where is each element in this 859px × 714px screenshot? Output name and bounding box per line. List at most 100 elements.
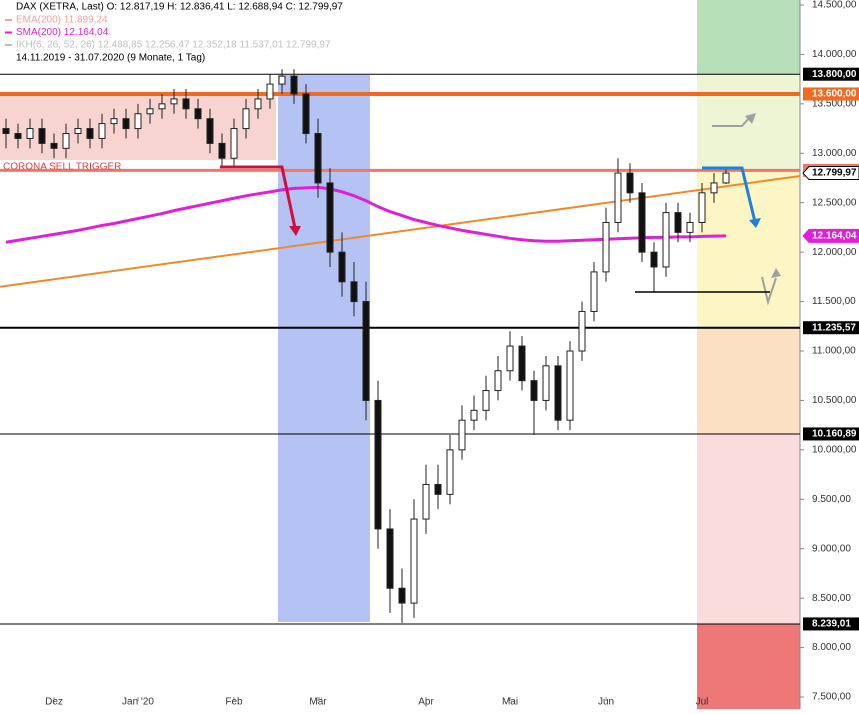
- x-tick-label: Jun: [598, 697, 614, 708]
- candle-body: [158, 103, 166, 110]
- candle-body: [218, 142, 226, 159]
- zone: [697, 74, 800, 170]
- arrow-head: [745, 113, 756, 124]
- candle-body: [722, 172, 730, 184]
- candle-body: [290, 75, 298, 95]
- candle-body: [698, 192, 706, 223]
- candle-body: [374, 399, 382, 530]
- y-tick-label: 8.500,00: [812, 593, 851, 604]
- x-tick-label: Mai: [502, 697, 518, 708]
- candle-body: [398, 587, 406, 604]
- candle-body: [578, 310, 586, 352]
- candle-body: [362, 301, 370, 401]
- candle-body: [146, 108, 154, 115]
- candle-body: [230, 128, 238, 159]
- level-label: 13.600,00: [812, 89, 857, 100]
- candle-body: [386, 528, 394, 589]
- annotation: CORONA SELL TRIGGER: [3, 162, 121, 173]
- y-tick-label: 10.500,00: [812, 395, 857, 406]
- candle-body: [626, 172, 634, 194]
- x-tick-label: Jan '20: [122, 697, 154, 708]
- arrow-head: [749, 218, 761, 228]
- y-tick-label: 12.000,00: [812, 247, 857, 258]
- candle-body: [566, 350, 574, 421]
- price-marker-label: 12.164,04: [812, 231, 857, 242]
- level-box: [803, 67, 859, 81]
- y-tick-label: 9.000,00: [812, 543, 851, 554]
- y-tick-label: 11.000,00: [812, 346, 856, 357]
- candle-body: [506, 345, 514, 372]
- legend-label: EMA(200) 11.899,24: [16, 15, 108, 26]
- arrow-head: [771, 268, 781, 278]
- arrow: [712, 116, 751, 127]
- price-marker-label: 12.799,97: [812, 168, 857, 179]
- candle-body: [50, 142, 58, 149]
- legend-label: SMA(200) 12.164,04: [16, 27, 109, 38]
- arrow: [761, 276, 777, 306]
- candle-body: [98, 123, 106, 139]
- x-tick-label: Apr: [418, 697, 434, 708]
- candle-body: [26, 128, 34, 139]
- level-box: [803, 427, 859, 441]
- trendline: [0, 175, 801, 288]
- candle-body: [182, 98, 190, 110]
- candle-body: [302, 93, 310, 135]
- candle-body: [266, 83, 274, 100]
- level-box: [803, 321, 859, 335]
- candle-body: [86, 128, 94, 139]
- candle-body: [446, 449, 454, 495]
- candle-body: [482, 390, 490, 411]
- level-label: 10.160,89: [812, 429, 857, 440]
- candle-body: [206, 118, 214, 144]
- zone: [697, 434, 800, 624]
- price-marker: [802, 228, 859, 243]
- candle-body: [614, 172, 622, 223]
- candle-body: [662, 212, 670, 268]
- candle-body: [314, 133, 322, 184]
- candle-body: [278, 75, 286, 85]
- x-tick-label: Dez: [45, 697, 63, 708]
- zone: [697, 0, 800, 74]
- header: DAX (XETRA, Last) O: 12.817,19 H: 12.836…: [16, 2, 343, 13]
- y-tick-label: 13.000,00: [812, 148, 857, 159]
- zone: [697, 328, 800, 434]
- price-marker: [802, 166, 859, 181]
- candle-body: [134, 113, 142, 130]
- candle-body: [14, 133, 22, 139]
- y-tick-label: 9.500,00: [812, 494, 851, 505]
- candle-body: [74, 128, 82, 135]
- candle-body: [602, 221, 610, 273]
- x-tick-label: Jul: [696, 697, 709, 708]
- candle-body: [542, 365, 550, 401]
- level-box: [803, 87, 859, 101]
- candle-body: [686, 221, 694, 233]
- candle-body: [554, 365, 562, 421]
- y-tick-label: 13.500,00: [812, 98, 857, 109]
- candle-body: [194, 108, 202, 120]
- candle-body: [530, 380, 538, 401]
- candle-body: [2, 128, 10, 135]
- candle-body: [38, 128, 46, 144]
- legend-label: IKH(6, 26, 52, 26) 12.488,85 12.256,47 1…: [16, 40, 331, 51]
- zone: [697, 624, 800, 709]
- x-tick-label: Mär: [309, 697, 327, 708]
- x-tick-label: Feb: [225, 697, 243, 708]
- candle-body: [122, 118, 130, 130]
- candle-body: [458, 419, 466, 451]
- arrow: [702, 166, 757, 223]
- y-tick-label: 7.500,00: [812, 692, 851, 703]
- candle-body: [590, 271, 598, 312]
- candle-body: [470, 409, 478, 421]
- y-tick-label: 12.500,00: [812, 197, 857, 208]
- candle-body: [170, 98, 178, 105]
- arrow: [220, 165, 297, 229]
- y-tick-label: 14.000,00: [812, 49, 857, 60]
- candle-body: [518, 345, 526, 382]
- level-label: 11.235,57: [812, 322, 856, 333]
- y-tick-label: 10.000,00: [812, 444, 857, 455]
- level-box: [803, 617, 859, 631]
- candle-body: [62, 133, 70, 149]
- candle-body: [110, 118, 118, 125]
- y-tick-label: 14.500,00: [812, 0, 857, 11]
